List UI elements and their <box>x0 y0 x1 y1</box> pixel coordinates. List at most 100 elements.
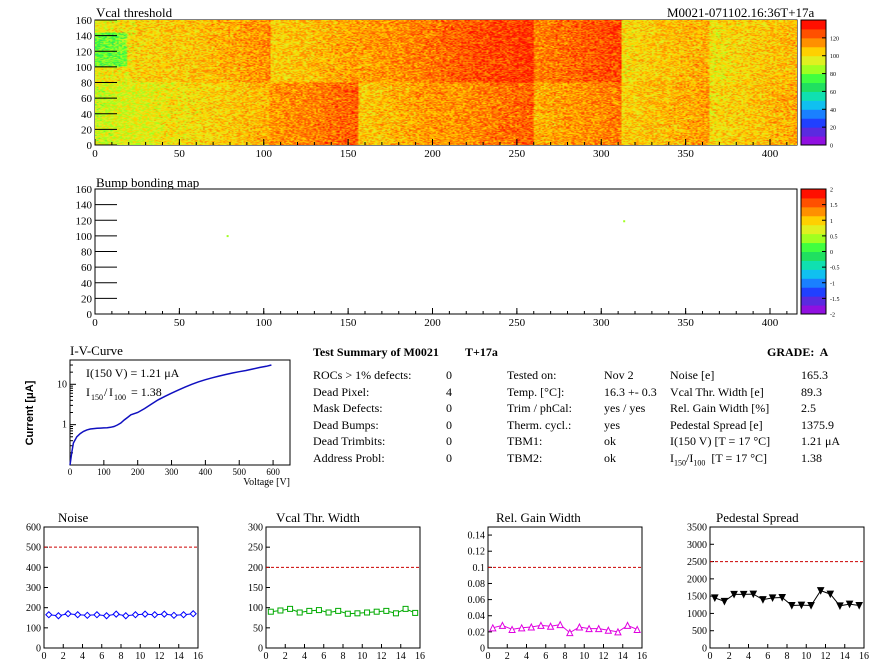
color-scale-bin <box>801 82 826 92</box>
summary-left-label: ROCs > 1% defects: <box>313 368 412 382</box>
z-tick-label: 1 <box>830 219 833 225</box>
x-tick-label: 300 <box>593 317 610 329</box>
y-tick-label: 120 <box>76 46 93 58</box>
y-tick-label: 20 <box>81 124 93 136</box>
y-tick-label: 100 <box>248 603 263 614</box>
vcal-width-title: Vcal Thr. Width <box>276 510 360 525</box>
gain-width-chart: 0 2 4 6 8 10 12 14 16 0 0.02 0.04 0.06 0.08 0.1 0.12 0.1… <box>468 526 647 662</box>
y-tick-label: 100 <box>76 62 93 74</box>
summary-right-label: Noise [e] <box>670 368 715 382</box>
data-point <box>797 601 806 610</box>
data-point <box>412 609 419 616</box>
data-point <box>131 611 140 619</box>
data-point <box>64 610 72 618</box>
summary-right-values: 165.3 89.3 2.5 1375.9 1.21 μA 1.38 <box>801 367 840 466</box>
x-tick-label: 10 <box>801 651 811 662</box>
y-tick-label: 2000 <box>687 574 707 585</box>
color-scale-bin <box>801 118 826 128</box>
summary-mid-label: Tested on: <box>507 368 557 382</box>
vcal-width-chart: 0 2 4 6 8 10 12 14 16 0 50 100 150 200 250 300 <box>248 523 425 663</box>
data-point <box>759 596 767 604</box>
x-tick-label: 400 <box>762 148 779 160</box>
color-scale-frame <box>800 19 827 146</box>
summary-left-value: 0 <box>446 401 452 415</box>
summary-mid-value: Nov 2 <box>604 368 634 382</box>
data-point <box>102 612 111 620</box>
data-point <box>498 621 507 629</box>
summary-mid-value: 16.3 +- 0.3 <box>604 384 657 399</box>
iv-x-tick-label: 100 <box>97 467 111 477</box>
data-point <box>585 624 593 633</box>
color-scale-bin <box>801 242 826 252</box>
x-tick-label: 10 <box>357 651 367 662</box>
color-scale-bin <box>801 127 826 137</box>
color-scale-bin <box>801 20 826 30</box>
data-point <box>508 625 516 633</box>
noise-title: Noise <box>58 510 89 525</box>
data-point <box>556 620 564 629</box>
summary-left-value: 0 <box>446 450 452 465</box>
x-tick-label: 4 <box>80 651 85 662</box>
x-tick-label: 2 <box>61 651 66 662</box>
y-tick-label: 0 <box>87 140 93 152</box>
data-point <box>546 622 555 630</box>
summary-left-label: Mask Defects: <box>313 401 383 415</box>
x-tick-label: 0 <box>486 651 491 662</box>
data-point <box>141 610 149 618</box>
data-point <box>45 611 53 619</box>
summary-left-value: 0 <box>446 417 452 432</box>
x-tick-label: 6 <box>321 651 326 662</box>
y-tick-label: 100 <box>76 231 93 243</box>
z-tick-label: 0.5 <box>830 234 838 240</box>
y-tick-label: 50 <box>253 623 263 634</box>
data-point <box>720 597 729 606</box>
data-point <box>816 587 825 595</box>
summary-right-ratio-row: I150/I100 [T = 17 °C] <box>670 450 768 467</box>
color-scale-bin <box>801 251 826 261</box>
iv-x-tick-label: 600 <box>266 467 280 477</box>
x-tick-label: 2 <box>505 651 510 662</box>
bump-point <box>226 235 229 238</box>
data-point <box>150 611 159 619</box>
y-tick-label: 0.02 <box>468 627 486 638</box>
summary-right-value: 165.3 <box>801 368 828 382</box>
z-tick-label: -0.5 <box>830 266 840 272</box>
color-scale-bin <box>801 55 826 66</box>
y-tick-label: 2500 <box>687 557 707 568</box>
y-tick-label: 0.04 <box>468 611 486 622</box>
summary-right-labels: Noise [e] Vcal Thr. Width [e] Rel. Gain … <box>670 367 770 467</box>
summary-title: Test Summary of M0021 <box>313 345 439 359</box>
color-scale-bin <box>801 278 826 288</box>
z-tick-label: -2 <box>830 313 835 319</box>
iv-xlabel: Voltage [V] <box>243 477 290 488</box>
color-scale-bin <box>801 197 826 208</box>
summary-left-values: 0 4 0 0 0 0 <box>446 367 452 466</box>
x-tick-label: 6 <box>543 651 548 662</box>
data-point <box>575 622 584 631</box>
x-tick-label: 14 <box>174 651 184 662</box>
color-scale-bin <box>801 189 826 199</box>
iv-annotation-ratio-den: 100 <box>114 393 126 402</box>
data-point <box>768 594 777 602</box>
grade-label: GRADE: A <box>767 345 829 359</box>
summary-right-label: Rel. Gain Width [%] <box>670 401 770 415</box>
data-point <box>633 625 641 633</box>
ratio-sub-num: 150 <box>674 457 686 467</box>
module-id-label: M0021-071102.16:36T+17a <box>667 5 815 20</box>
iv-annotation-ratio-value: = 1.38 <box>131 385 162 399</box>
color-scale-bin <box>801 46 826 57</box>
plot-frame <box>709 526 865 649</box>
summary-left-value: 0 <box>446 368 452 382</box>
bump-axes: 0 50 100 150 200 250 300 350 400 0 20 40 60 80 100 120 1… <box>76 184 788 329</box>
bump-color-scale: 2 1.5 1 0.5 0 -0.5 -1 -1.5 -2 <box>800 188 840 319</box>
summary-mid-label: Therm. cycl.: <box>507 417 572 432</box>
y-tick-label: 120 <box>76 215 93 227</box>
x-tick-label: 350 <box>677 317 694 329</box>
data-point <box>296 609 303 616</box>
y-tick-label: 60 <box>81 93 93 105</box>
x-tick-label: 16 <box>859 651 869 662</box>
z-tick-label: 20 <box>830 126 836 132</box>
vcal-threshold-title: Vcal threshold <box>96 5 173 20</box>
y-tick-label: 3500 <box>687 523 707 534</box>
iv-curve-chart: 0 100 200 300 400 500 600 1 10 Current [μA] Volt… <box>24 359 291 488</box>
